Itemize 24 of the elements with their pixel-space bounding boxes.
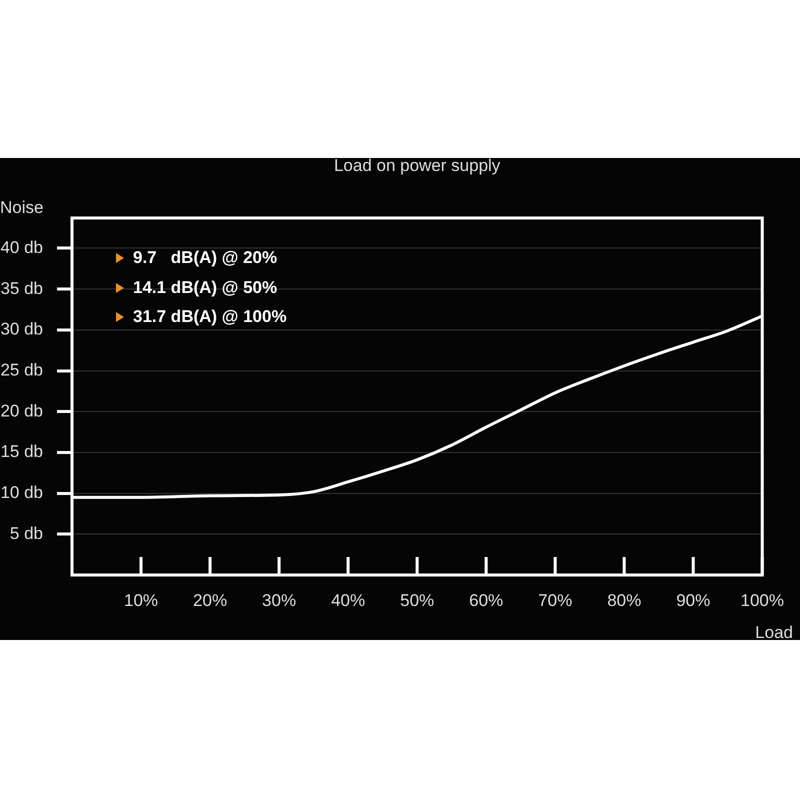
y-axis-title: Noise [0,198,44,217]
chart-title: Load on power supply [334,156,501,176]
x-tick-label: 80% [607,590,642,610]
x-tick-label: 50% [400,590,434,610]
y-tick-label: 25 db [0,360,43,380]
y-tick-label: 5 db [10,524,43,543]
y-tick-label: 30 db [0,320,43,339]
x-tick-label: 40% [331,590,366,610]
x-tick-label: 20% [193,590,228,610]
x-tick-label: 10% [124,590,158,610]
y-tick-label: 35 db [0,278,43,298]
x-tick-label: 70% [538,590,572,610]
x-tick-label: 60% [469,590,504,610]
x-tick-label: 90% [676,590,710,610]
annotation: 31.7 dB(A) @ 100% [133,307,287,327]
annotation: 9.7 dB(A) @ 20% [133,248,278,268]
y-tick-label: 40 db [0,238,43,257]
y-tick-label: 10 db [0,482,43,502]
y-tick-label: 20 db [0,401,43,420]
annotation: 14.1 dB(A) @ 50% [133,278,278,298]
y-tick-label: 15 db [0,442,43,462]
x-tick-label: 30% [262,590,296,610]
x-axis-title: Load [755,623,793,642]
x-tick-label: 100% [740,590,784,610]
